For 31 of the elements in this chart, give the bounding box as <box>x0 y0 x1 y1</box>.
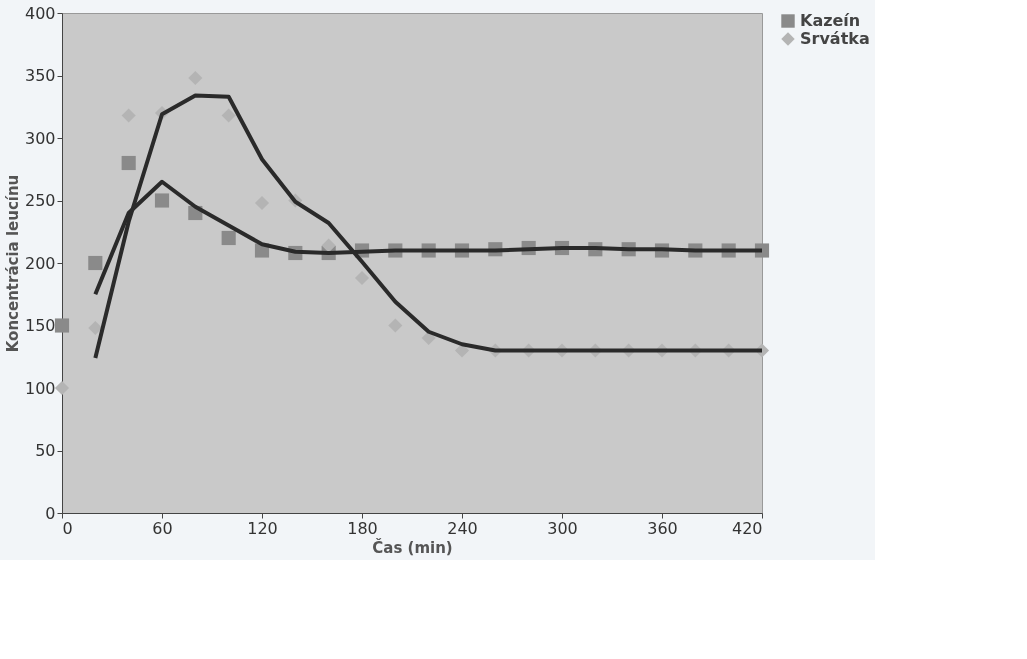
point <box>54 318 70 333</box>
y-tick-label: 400 <box>24 3 56 23</box>
x-tick-label: 240 <box>447 518 478 538</box>
y-tick-label: 350 <box>24 66 56 85</box>
point <box>121 155 136 171</box>
point <box>321 238 336 253</box>
point <box>54 380 70 396</box>
point <box>88 255 103 271</box>
x-axis-title: Čas (min) <box>372 537 453 557</box>
legend-label: Kazeín <box>800 11 861 30</box>
y-tick-label: 200 <box>24 253 56 273</box>
x-tick-label: 300 <box>547 518 578 538</box>
x-tick-label: 180 <box>347 518 378 538</box>
legend-label: Srvátka <box>800 29 870 48</box>
y-tick-label: 150 <box>24 316 56 335</box>
y-tick-label: 0 <box>45 503 56 523</box>
x-tick-label: 420 <box>731 518 763 538</box>
y-tick-label: 100 <box>24 378 56 398</box>
point <box>88 320 103 336</box>
y-tick-label: 50 <box>35 441 56 460</box>
point <box>221 230 236 246</box>
x-tick-label: 360 <box>647 518 678 538</box>
x-tick-label: 60 <box>152 518 173 538</box>
x-tick-label: 0 <box>62 518 73 538</box>
y-tick-label: 250 <box>24 191 56 210</box>
point <box>154 193 170 208</box>
y-tick-label: 300 <box>24 128 56 148</box>
x-tick-label: 120 <box>247 518 278 538</box>
point <box>221 108 236 123</box>
y-axis-title: Koncentrácia leucínu <box>3 174 22 353</box>
point <box>354 270 370 286</box>
